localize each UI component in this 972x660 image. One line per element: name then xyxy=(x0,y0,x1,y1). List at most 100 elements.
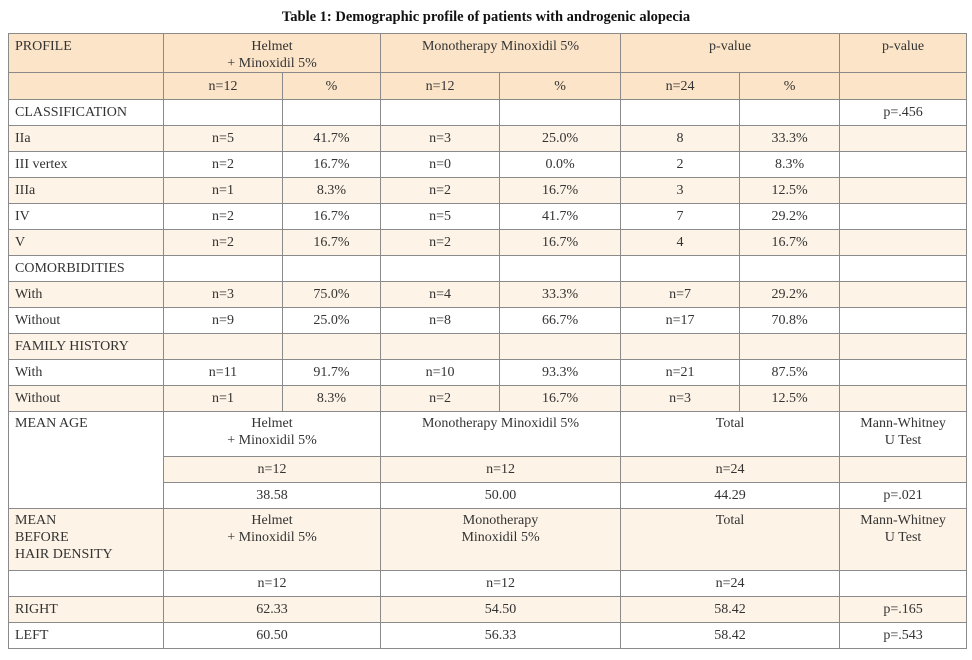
mean-age-label: MEAN AGE xyxy=(8,411,164,509)
mean-age-group-total: Total xyxy=(620,411,841,457)
mean-age-header-row: MEAN AGE Helmet + Minoxidil 5% Monotherapy… xyxy=(8,411,968,509)
table-cell: n=2 xyxy=(163,151,283,178)
table-cell: n=21 xyxy=(620,359,741,386)
table-cell: 16.7% xyxy=(739,229,841,256)
table-cell xyxy=(281,255,382,282)
table-cell xyxy=(380,255,501,282)
table-cell: n=5 xyxy=(380,203,501,230)
mean-age-n-cell: n=12 xyxy=(162,456,382,483)
row-label: Without xyxy=(8,307,164,334)
hair-density-n-cell xyxy=(839,570,968,597)
table-cell: n=8 xyxy=(380,307,501,334)
hair-density-pvalue: p=.543 xyxy=(839,622,968,649)
table-row: III vertex n=2 16.7% n=0 0.0% 2 8.3% xyxy=(8,151,968,178)
table-cell: 75.0% xyxy=(281,281,382,308)
hair-density-value: 60.50 xyxy=(162,622,382,649)
table-cell xyxy=(839,151,968,178)
table-cell: 8.3% xyxy=(739,151,841,178)
table-cell xyxy=(839,385,968,412)
table-cell: n=9 xyxy=(163,307,283,334)
header-group-monotherapy: Monotherapy Minoxidil 5% xyxy=(380,33,622,73)
table-cell: n=4 xyxy=(380,281,501,308)
row-label: FAMILY HISTORY xyxy=(8,333,164,360)
hair-density-header-row: MEAN BEFORE HAIR DENSITY Helmet + Minoxid… xyxy=(8,508,968,571)
table-cell: 16.7% xyxy=(281,151,382,178)
table-cell: n=2 xyxy=(380,177,501,204)
table-cell xyxy=(163,99,283,126)
table-cell: 29.2% xyxy=(739,203,841,230)
table-cell: 8.3% xyxy=(281,177,382,204)
table-cell: 70.8% xyxy=(739,307,841,334)
hair-density-value: 54.50 xyxy=(380,596,622,623)
subheader-cell: n=24 xyxy=(620,72,741,100)
table-cell xyxy=(839,333,968,360)
hair-density-value: 58.42 xyxy=(620,622,841,649)
table-cell: n=1 xyxy=(163,177,283,204)
table-cell: n=11 xyxy=(163,359,283,386)
table-cell xyxy=(839,281,968,308)
table-cell: p=.456 xyxy=(839,99,968,126)
table-cell: n=17 xyxy=(620,307,741,334)
table-cell: n=3 xyxy=(380,125,501,152)
mean-age-value-row: 38.58 50.00 44.29 p=.021 xyxy=(8,482,968,509)
row-label: Without xyxy=(8,385,164,412)
table-cell: 16.7% xyxy=(281,203,382,230)
demographic-table: PROFILE Helmet + Minoxidil 5% Monotherap… xyxy=(8,33,968,649)
table-cell: 3 xyxy=(620,177,741,204)
table-cell: 33.3% xyxy=(499,281,622,308)
subheader-blank xyxy=(8,72,164,100)
table-row: IIa n=5 41.7% n=3 25.0% 8 33.3% xyxy=(8,125,968,152)
hair-density-value: 58.42 xyxy=(620,596,841,623)
mean-age-n-cell: n=24 xyxy=(620,456,841,483)
table-cell: 8.3% xyxy=(281,385,382,412)
table-cell: 41.7% xyxy=(499,203,622,230)
table-cell: 7 xyxy=(620,203,741,230)
table-cell xyxy=(163,255,283,282)
mean-age-group-monotherapy: Monotherapy Minoxidil 5% xyxy=(380,411,622,457)
table-cell: 29.2% xyxy=(739,281,841,308)
table-cell: 25.0% xyxy=(281,307,382,334)
subheader-cell: n=12 xyxy=(163,72,283,100)
table-cell: 12.5% xyxy=(739,385,841,412)
table-cell xyxy=(281,99,382,126)
table-row: Without n=1 8.3% n=2 16.7% n=3 12.5% xyxy=(8,385,968,412)
header-group-pvalue-2: p-value xyxy=(839,33,968,73)
header-row: PROFILE Helmet + Minoxidil 5% Monotherap… xyxy=(8,33,968,73)
row-label: IIa xyxy=(8,125,164,152)
table-cell: 16.7% xyxy=(281,229,382,256)
table-cell: n=2 xyxy=(380,385,501,412)
hair-density-row: RIGHT 62.33 54.50 58.42 p=.165 xyxy=(8,596,968,623)
table-cell: n=3 xyxy=(620,385,741,412)
table-cell xyxy=(499,333,622,360)
subheader-cell: % xyxy=(739,72,841,100)
table-cell: 16.7% xyxy=(499,229,622,256)
hair-density-label: MEAN BEFORE HAIR DENSITY xyxy=(8,508,164,571)
mean-age-pvalue: p=.021 xyxy=(839,482,968,509)
table-cell xyxy=(620,333,741,360)
hair-density-n-row: n=12 n=12 n=24 xyxy=(8,570,968,597)
header-profile: PROFILE xyxy=(8,33,164,73)
table-cell xyxy=(839,229,968,256)
table-cell: n=2 xyxy=(163,203,283,230)
table-cell xyxy=(839,203,968,230)
mean-age-value: 50.00 xyxy=(380,482,622,509)
hair-density-group-monotherapy: Monotherapy Minoxidil 5% xyxy=(380,508,622,571)
table-cell: 2 xyxy=(620,151,741,178)
table-body: PROFILE Helmet + Minoxidil 5% Monotherap… xyxy=(8,33,968,649)
table-cell xyxy=(739,255,841,282)
table-row: IV n=2 16.7% n=5 41.7% 7 29.2% xyxy=(8,203,968,230)
row-label: With xyxy=(8,359,164,386)
hair-density-test: Mann-Whitney U Test xyxy=(839,508,968,571)
table-row: CLASSIFICATION p=.456 xyxy=(8,99,968,126)
table-cell: 8 xyxy=(620,125,741,152)
table-cell: 33.3% xyxy=(739,125,841,152)
row-label: IV xyxy=(8,203,164,230)
table-cell: 41.7% xyxy=(281,125,382,152)
table-row: IIIa n=1 8.3% n=2 16.7% 3 12.5% xyxy=(8,177,968,204)
hair-density-pvalue: p=.165 xyxy=(839,596,968,623)
table-cell: 91.7% xyxy=(281,359,382,386)
mean-age-test: Mann-Whitney U Test xyxy=(839,411,968,457)
subheader-cell: n=12 xyxy=(380,72,501,100)
subheader-cell: % xyxy=(281,72,382,100)
